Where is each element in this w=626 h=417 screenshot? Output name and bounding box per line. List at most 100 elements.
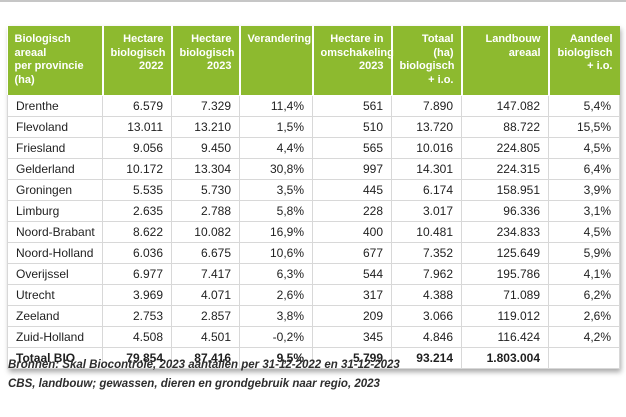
value-cell: 7.352	[391, 242, 462, 264]
province-cell: Drenthe	[7, 95, 103, 117]
column-header: Aandeel biologisch + i.o.	[548, 26, 620, 96]
column-header: Landbouw areaal	[461, 26, 550, 96]
value-cell: 6.675	[171, 242, 240, 264]
value-cell: 10.481	[391, 221, 462, 243]
column-header: Verandering	[239, 26, 314, 96]
table-row: Zuid-Holland 4.508 4.501 -0,2% 345 4.846 116.4…	[7, 326, 620, 348]
table-row: Groningen 5.535 5.730 3,5% 445 6.174 158.951 3,…	[7, 179, 620, 201]
value-cell: 6.174	[391, 179, 462, 201]
table-row: Noord-Brabant 8.622 10.082 16,9% 400 10.481 23…	[7, 221, 620, 243]
value-cell: 4,1%	[548, 263, 620, 285]
value-cell: 158.951	[461, 179, 549, 201]
value-cell: 10.172	[102, 158, 172, 180]
value-cell: 997	[312, 158, 392, 180]
province-cell: Gelderland	[7, 158, 103, 180]
value-cell: 10.016	[391, 137, 462, 159]
table-row: Overijssel 6.977 7.417 6,3% 544 7.962 195.786 4…	[7, 263, 620, 285]
value-cell: 2.753	[102, 305, 172, 327]
value-cell: 345	[312, 326, 392, 348]
value-cell: 6,2%	[548, 284, 620, 306]
value-cell: 4,4%	[239, 137, 313, 159]
value-cell: 2,6%	[548, 305, 620, 327]
header-row: Biologisch areaal per provincie (ha) Hect…	[7, 26, 620, 96]
value-cell: 5,9%	[548, 242, 620, 264]
province-cell: Groningen	[7, 179, 103, 201]
value-cell: 11,4%	[239, 95, 313, 117]
value-cell: 5,4%	[548, 95, 620, 117]
value-cell: 6.036	[102, 242, 172, 264]
table-body: Drenthe 6.579 7.329 11,4% 561 7.890 147.082 5,4…	[7, 95, 620, 369]
column-header: Hectare biologisch 2023	[171, 26, 241, 96]
value-cell: 13.011	[102, 116, 172, 138]
value-cell: 224.805	[461, 137, 549, 159]
value-cell: 3.066	[391, 305, 462, 327]
total-row: Totaal BIO 79.854 87.416 9,5% 5.799 93.214 1.8…	[7, 347, 620, 369]
value-cell: 544	[312, 263, 392, 285]
bio-areaal-table-container: Biologisch areaal per provincie (ha) Hect…	[7, 26, 620, 369]
value-cell: 15,5%	[548, 116, 620, 138]
value-cell: 6,3%	[239, 263, 313, 285]
value-cell: 3,1%	[548, 200, 620, 222]
value-cell: 13.304	[171, 158, 240, 180]
value-cell: 4.501	[171, 326, 240, 348]
province-cell: Flevoland	[7, 116, 103, 138]
top-divider	[0, 0, 626, 2]
province-cell: Totaal BIO	[7, 347, 103, 369]
value-cell: 79.854	[102, 347, 172, 369]
value-cell: 2.635	[102, 200, 172, 222]
value-cell: 6.579	[102, 95, 172, 117]
province-cell: Zeeland	[7, 305, 103, 327]
value-cell: 5.799	[312, 347, 392, 369]
value-cell: 1,5%	[239, 116, 313, 138]
value-cell: 9.450	[171, 137, 240, 159]
value-cell: 71.089	[461, 284, 549, 306]
value-cell: 93.214	[391, 347, 462, 369]
province-cell: Noord-Holland	[7, 242, 103, 264]
value-cell: 10.082	[171, 221, 240, 243]
value-cell: 510	[312, 116, 392, 138]
value-cell: 3,5%	[239, 179, 313, 201]
value-cell: -0,2%	[239, 326, 313, 348]
column-header: Hectare in omschakeling 2023	[312, 26, 394, 96]
value-cell: 8.622	[102, 221, 172, 243]
value-cell	[548, 347, 620, 369]
value-cell: 10,6%	[239, 242, 313, 264]
bio-areaal-table: Biologisch areaal per provincie (ha) Hect…	[7, 26, 620, 369]
column-header: Totaal (ha) biologisch + i.o.	[391, 26, 463, 96]
province-cell: Noord-Brabant	[7, 221, 103, 243]
value-cell: 224.315	[461, 158, 549, 180]
table-row: Drenthe 6.579 7.329 11,4% 561 7.890 147.082 5,4…	[7, 95, 620, 117]
value-cell: 317	[312, 284, 392, 306]
value-cell: 30,8%	[239, 158, 313, 180]
value-cell: 6,4%	[548, 158, 620, 180]
value-cell: 4,2%	[548, 326, 620, 348]
value-cell: 5,8%	[239, 200, 313, 222]
table-row: Noord-Holland 6.036 6.675 10,6% 677 7.352 125.…	[7, 242, 620, 264]
value-cell: 4.388	[391, 284, 462, 306]
value-cell: 9,5%	[239, 347, 313, 369]
province-cell: Friesland	[7, 137, 103, 159]
value-cell: 3,8%	[239, 305, 313, 327]
value-cell: 4.508	[102, 326, 172, 348]
province-cell: Overijssel	[7, 263, 103, 285]
value-cell: 2.857	[171, 305, 240, 327]
value-cell: 2.788	[171, 200, 240, 222]
table-row: Utrecht 3.969 4.071 2,6% 317 4.388 71.089 6,2%	[7, 284, 620, 306]
value-cell: 234.833	[461, 221, 549, 243]
value-cell: 4.846	[391, 326, 462, 348]
table-row: Gelderland 10.172 13.304 30,8% 997 14.301 224.…	[7, 158, 620, 180]
value-cell: 14.301	[391, 158, 462, 180]
value-cell: 7.962	[391, 263, 462, 285]
value-cell: 7.329	[171, 95, 240, 117]
value-cell: 677	[312, 242, 392, 264]
value-cell: 445	[312, 179, 392, 201]
value-cell: 3.969	[102, 284, 172, 306]
value-cell: 16,9%	[239, 221, 313, 243]
province-cell: Zuid-Holland	[7, 326, 103, 348]
value-cell: 5.535	[102, 179, 172, 201]
value-cell: 1.803.004	[461, 347, 549, 369]
table-row: Zeeland 2.753 2.857 3,8% 209 3.066 119.012 2,6%	[7, 305, 620, 327]
value-cell: 147.082	[461, 95, 549, 117]
value-cell: 6.977	[102, 263, 172, 285]
source-line-2: CBS, landbouw; gewassen, dieren en grond…	[8, 378, 380, 390]
